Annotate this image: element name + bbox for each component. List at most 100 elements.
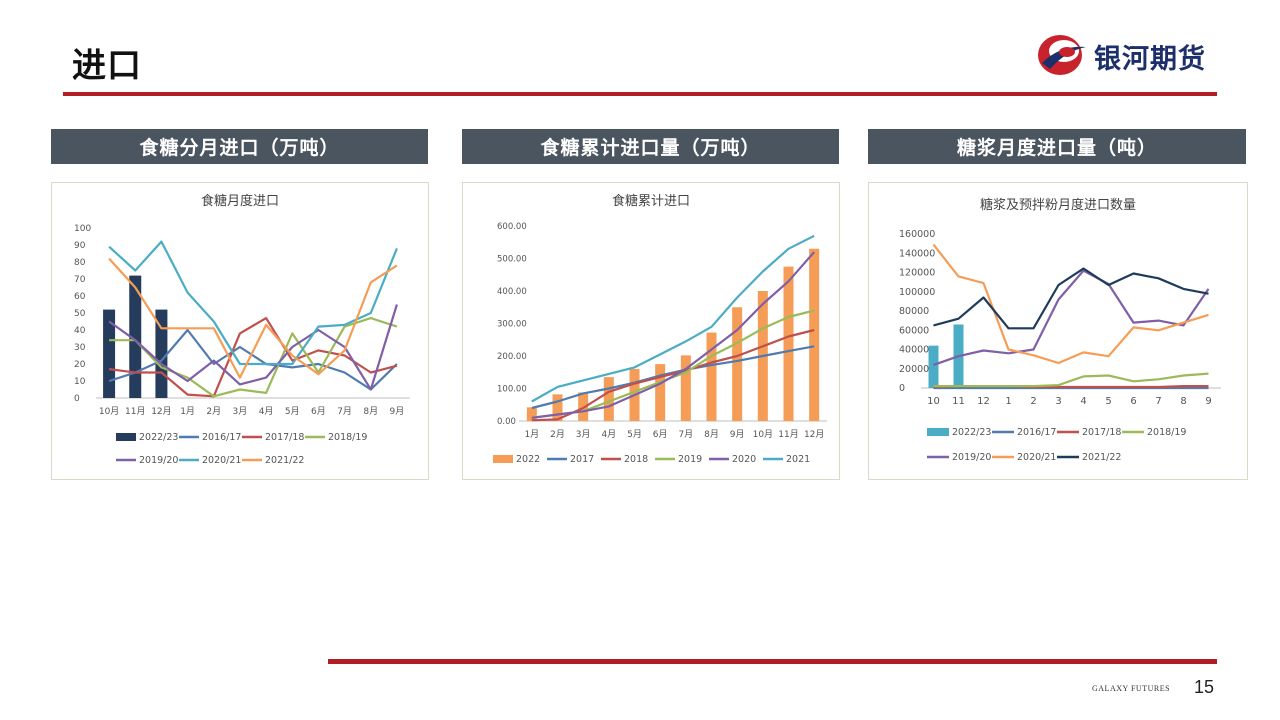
line-2021-22	[933, 267, 1209, 330]
legend-label: 2017	[570, 454, 594, 465]
x-tick-label: 12月	[151, 406, 171, 417]
x-tick-label: 9月	[730, 429, 745, 440]
x-tick-label: 3月	[576, 429, 591, 440]
chart-panel-2: 食糖累计进口 0.00 100.00 200.00 300.00 400.00 500.00…	[462, 182, 840, 480]
y-tick-label: 120000	[899, 268, 935, 279]
legend-label: 2019	[678, 454, 702, 465]
logo-text: 银河期货	[1094, 44, 1206, 75]
x-tick-label: 1	[1005, 396, 1011, 407]
bar-2022-23	[129, 275, 142, 398]
y-tick-label: 600.00	[497, 222, 527, 232]
x-tick-label: 1月	[524, 429, 539, 440]
y-tick-label: 80	[74, 258, 86, 268]
bar-2022-23	[103, 309, 116, 398]
line-2018-19	[933, 372, 1209, 388]
x-tick-label: 5月	[285, 406, 300, 417]
x-tick-label: 8月	[363, 406, 378, 417]
bar-2022-23	[928, 345, 939, 388]
panel-header-1: 食糖分月进口（万吨）	[51, 129, 428, 164]
y-tick-label: 0.00	[497, 417, 516, 427]
x-tick-label: 8月	[704, 429, 719, 440]
line-2020-21	[108, 240, 398, 366]
legend-swatch	[927, 428, 949, 436]
x-tick-label: 3	[1055, 396, 1061, 407]
x-tick-label: 2	[1030, 396, 1036, 407]
line-2018	[531, 328, 815, 422]
legend-label: 2017/18	[265, 432, 304, 443]
y-tick-label: 60000	[899, 325, 929, 336]
legend-label: 2020	[732, 454, 756, 465]
x-tick-label: 11	[952, 396, 965, 407]
line-2019-20	[933, 269, 1210, 366]
legend-label: 2018	[624, 454, 648, 465]
x-tick-label: 11月	[125, 406, 145, 417]
panel-header-3: 糖浆月度进口量（吨）	[868, 129, 1246, 164]
bottom-divider	[328, 659, 1217, 664]
y-tick-label: 160000	[899, 229, 935, 240]
x-tick-label: 7	[1155, 396, 1161, 407]
galaxy-logo-icon	[1038, 35, 1086, 75]
y-tick-label: 40000	[899, 345, 929, 356]
x-tick-label: 6	[1130, 396, 1136, 407]
y-tick-label: 30	[74, 343, 86, 353]
bar-2022	[680, 355, 691, 421]
legend-label: 2022	[516, 454, 540, 465]
chart-panel-1: 食糖月度进口 0 10 20 30 40 50 60 70 80 90 100 10月 11月 12月 1月 2…	[51, 182, 429, 480]
monthly-sugar-import-chart: 食糖月度进口 0 10 20 30 40 50 60 70 80 90 100 10月 11月 12月 1月 2…	[74, 193, 410, 466]
panel-header-2: 食糖累计进口量（万吨）	[462, 129, 839, 164]
y-tick-label: 10	[74, 377, 86, 387]
x-tick-label: 6月	[653, 429, 668, 440]
legend-label: 2017/18	[1082, 427, 1121, 438]
bar-2022	[552, 394, 563, 421]
x-tick-label: 3月	[233, 406, 248, 417]
bar-2022	[706, 332, 717, 421]
x-tick-label: 5	[1105, 396, 1111, 407]
y-tick-label: 50	[74, 309, 86, 319]
legend-label: 2021/22	[265, 455, 304, 466]
top-divider	[63, 92, 1217, 96]
y-tick-label: 20000	[899, 364, 929, 375]
legend-label: 2018/19	[1147, 427, 1186, 438]
x-tick-label: 4月	[259, 406, 274, 417]
slide-title: 进口	[72, 46, 142, 86]
company-logo: 银河期货	[1036, 33, 1220, 77]
line-2019-20	[108, 304, 398, 391]
x-tick-label: 9	[1205, 396, 1211, 407]
bar-2022	[526, 407, 537, 421]
y-tick-label: 90	[74, 241, 86, 251]
x-tick-label: 10	[927, 396, 940, 407]
legend-label: 2022/23	[139, 432, 178, 443]
bar-2022	[603, 377, 614, 421]
x-tick-label: 5月	[627, 429, 642, 440]
line-2017-18	[108, 317, 398, 398]
bar-2022	[655, 364, 666, 421]
y-tick-label: 40	[74, 326, 86, 336]
footer-brand: GALAXY FUTURES	[1092, 684, 1171, 693]
y-tick-label: 300.00	[497, 320, 527, 330]
x-tick-label: 9月	[390, 406, 405, 417]
x-tick-label: 6月	[311, 406, 326, 417]
x-tick-label: 12月	[804, 429, 824, 440]
cumulative-sugar-import-chart: 食糖累计进口 0.00 100.00 200.00 300.00 400.00 500.00…	[493, 193, 827, 465]
chart-title: 食糖月度进口	[201, 193, 279, 209]
x-tick-label: 4	[1080, 396, 1086, 407]
y-tick-label: 200.00	[497, 352, 527, 362]
y-tick-label: 100.00	[497, 385, 527, 395]
legend-label: 2019/20	[952, 452, 991, 463]
x-tick-label: 4月	[601, 429, 616, 440]
y-tick-label: 60	[74, 292, 86, 302]
legend-swatch	[493, 455, 513, 463]
legend-label: 2020/21	[202, 455, 241, 466]
legend-label: 2022/23	[952, 427, 991, 438]
chart-panel-3: 糖浆及预拌粉月度进口数量 0 20000 40000 60000 80000 100000 1…	[868, 182, 1248, 480]
page-number: 15	[1194, 677, 1215, 697]
x-tick-label: 8	[1180, 396, 1186, 407]
bar-2022	[732, 307, 743, 421]
bar-2022	[578, 392, 589, 421]
legend-label: 2021	[786, 454, 810, 465]
x-tick-label: 10月	[99, 406, 119, 417]
y-tick-label: 140000	[899, 248, 935, 259]
line-2017	[531, 345, 815, 410]
y-tick-label: 0	[74, 394, 80, 404]
x-tick-label: 12	[977, 396, 990, 407]
